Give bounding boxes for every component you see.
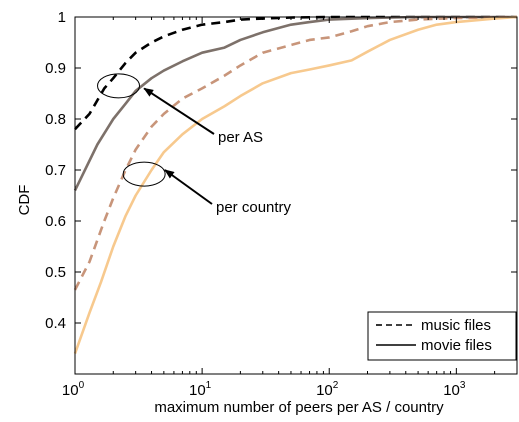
x-tick-label: 101: [189, 380, 212, 399]
series-line-per-country-music: [73, 15, 518, 291]
x-tick-label: 102: [316, 380, 339, 399]
annotation-ellipse: [97, 73, 141, 99]
series-line-per-AS-movie: [73, 15, 517, 191]
y-tick-label: 0.9: [45, 60, 66, 77]
annotation-label: per AS: [218, 129, 263, 146]
legend-music-label: music files: [421, 317, 491, 334]
x-tick-label: 103: [443, 380, 466, 399]
tick-layer: [74, 16, 518, 374]
x-axis-label: maximum number of peers per AS / country: [154, 399, 444, 416]
annotation-label: per country: [216, 199, 292, 216]
series-line-per-country-movie: [73, 15, 518, 355]
legend: music files movie files: [367, 311, 517, 361]
annotation-arrow: [164, 169, 213, 205]
series-layer: [73, 15, 518, 355]
x-tick-label: 100: [62, 380, 85, 399]
y-tick-label: 0.7: [45, 162, 66, 179]
y-tick-label: 0.4: [45, 315, 66, 332]
y-tick-label: 1: [58, 9, 66, 26]
annotation-arrow: [143, 87, 215, 135]
legend-movie-label: movie files: [421, 337, 492, 354]
annotation-layer: per AS per country: [97, 73, 292, 216]
y-tick-label: 0.5: [45, 264, 66, 281]
y-tick-label: 0.8: [45, 111, 66, 128]
y-tick-label: 0.6: [45, 213, 66, 230]
x-tick-label-exponent: 2: [333, 380, 339, 391]
x-tick-label-exponent: 3: [460, 380, 466, 391]
plot-frame: [74, 16, 518, 375]
y-axis-label: CDF: [16, 185, 33, 216]
series-line-per-AS-music: [74, 15, 517, 131]
x-tick-label-exponent: 1: [206, 380, 212, 391]
legend-box: [367, 311, 517, 361]
x-tick-label-exponent: 0: [79, 380, 85, 391]
